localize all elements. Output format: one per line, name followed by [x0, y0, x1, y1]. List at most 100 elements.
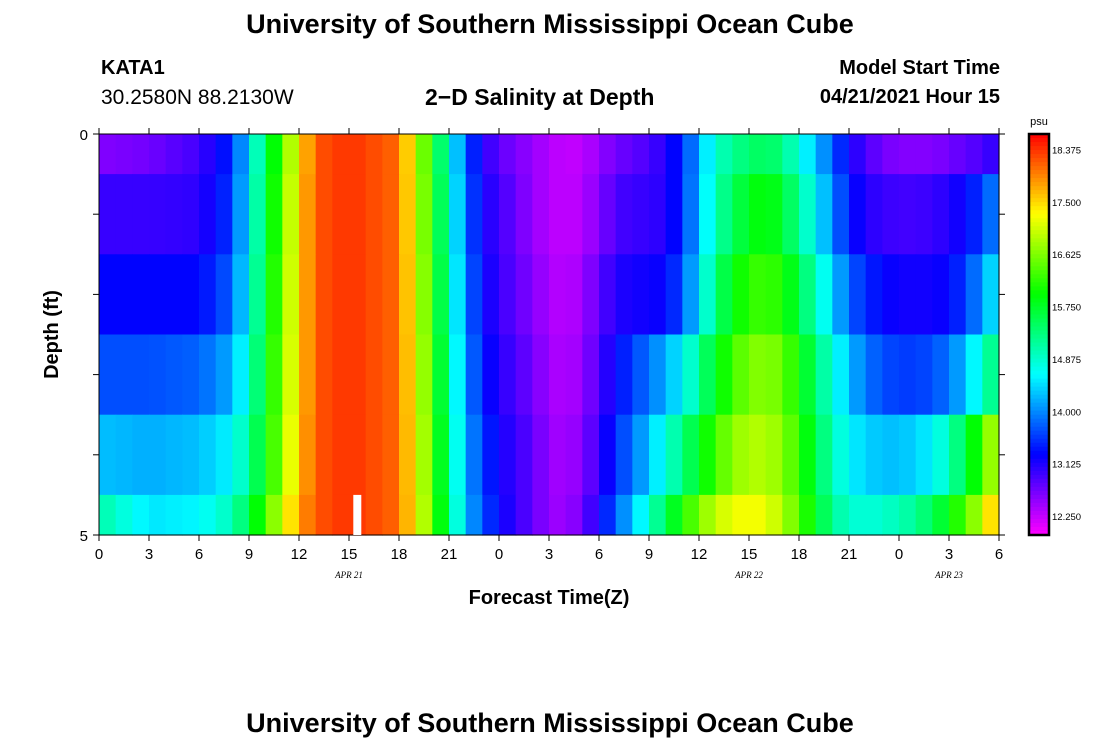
heatmap-cell [132, 414, 150, 496]
heatmap-cell [365, 174, 383, 255]
heatmap-cell [815, 334, 833, 416]
heatmap-cell [915, 414, 933, 496]
heatmap-cell [965, 414, 983, 496]
heatmap-cell [432, 134, 450, 175]
colorbar-cell [1029, 498, 1049, 504]
heatmap-cell [982, 414, 1000, 496]
colorbar-cell [1029, 294, 1049, 300]
heatmap-cell [249, 494, 267, 536]
heatmap-cell [182, 254, 200, 336]
heatmap-cell [365, 494, 383, 536]
x-tick-label: 0 [95, 546, 103, 563]
heatmap-cell [882, 134, 900, 175]
heatmap-cell [149, 254, 167, 336]
heatmap-cell [749, 334, 767, 416]
heatmap-cell [115, 174, 133, 255]
heatmap-cell [332, 414, 350, 496]
heatmap-cell [482, 134, 500, 175]
heatmap-cell [315, 494, 333, 536]
heatmap-cell [199, 494, 217, 536]
colorbar-cell [1029, 302, 1049, 308]
heatmap-cell [465, 174, 483, 255]
colorbar-tick-label: 16.625 [1052, 250, 1081, 261]
heatmap-cell [649, 254, 667, 336]
heatmap-cell [832, 414, 850, 496]
colorbar-cell [1029, 230, 1049, 235]
heatmap-cell [99, 414, 117, 496]
heatmap-cell [949, 254, 967, 336]
colorbar-cell [1029, 382, 1049, 388]
colorbar-cell [1029, 334, 1049, 340]
heatmap-cell [682, 494, 700, 536]
colorbar-cell [1029, 282, 1049, 287]
colorbar-cell [1029, 518, 1049, 524]
heatmap-cell [799, 334, 817, 416]
heatmap-cell [149, 334, 167, 416]
heatmap-cell [265, 254, 283, 336]
colorbar-cell [1029, 162, 1049, 167]
heatmap-cell [899, 414, 917, 496]
heatmap-cell [132, 494, 150, 536]
heatmap-cell [182, 414, 200, 496]
heatmap-cell [732, 494, 750, 536]
heatmap-cell [565, 414, 583, 496]
heatmap-cell [432, 494, 450, 536]
heatmap-cell [615, 254, 633, 336]
heatmap-cell [765, 134, 783, 175]
heatmap-cell [549, 174, 567, 255]
heatmap-cell [332, 134, 350, 175]
heatmap-cell [932, 174, 950, 255]
heatmap-cell [465, 334, 483, 416]
heatmap-cell [232, 134, 250, 175]
heatmap-cell [249, 414, 267, 496]
heatmap-cell [415, 334, 433, 416]
heatmap-cell [765, 174, 783, 255]
heatmap-cell [182, 334, 200, 416]
heatmap-cell [115, 334, 133, 416]
heatmap-cell [149, 134, 167, 175]
heatmap-cell [515, 334, 533, 416]
x-tick-label: 6 [995, 546, 1003, 563]
heatmap-cell [382, 134, 400, 175]
heatmap-cell [749, 414, 767, 496]
heatmap-cell [399, 174, 417, 255]
heatmap-cell [232, 254, 250, 336]
heatmap-cell [865, 494, 883, 536]
x-tick-label: 3 [545, 546, 553, 563]
colorbar-cell [1029, 414, 1049, 420]
heatmap-cell [882, 254, 900, 336]
heatmap-cell [482, 174, 500, 255]
heatmap-cell [549, 134, 567, 175]
heatmap-cell [765, 414, 783, 496]
heatmap-cell [682, 414, 700, 496]
colorbar-cell [1029, 350, 1049, 356]
colorbar-cell [1029, 142, 1049, 147]
heatmap-cell [515, 494, 533, 536]
heatmap-cell [132, 134, 150, 175]
colorbar-cell [1029, 462, 1049, 468]
colorbar-cell [1029, 262, 1049, 267]
heatmap-cell [315, 134, 333, 175]
heatmap-cell [99, 174, 117, 255]
heatmap-cell [282, 254, 300, 336]
heatmap-cell [282, 414, 300, 496]
heatmap-cell [582, 134, 600, 175]
colorbar-cell [1029, 354, 1049, 360]
colorbar-cell [1029, 186, 1049, 191]
heatmap-cell [949, 174, 967, 255]
heatmap-cell [449, 254, 467, 336]
heatmap-cell [115, 494, 133, 536]
heatmap-cell [232, 494, 250, 536]
heatmap-cell [732, 254, 750, 336]
heatmap-cell [882, 494, 900, 536]
y-tick-label: 0 [80, 127, 88, 144]
colorbar-cell [1029, 210, 1049, 215]
heatmap-cell [115, 254, 133, 336]
heatmap-cell [732, 174, 750, 255]
heatmap-cell [565, 174, 583, 255]
heatmap-cell [682, 134, 700, 175]
heatmap-cell [232, 334, 250, 416]
date-label: APR 22 [734, 570, 763, 580]
colorbar-cell [1029, 522, 1049, 528]
colorbar-cell [1029, 530, 1049, 536]
